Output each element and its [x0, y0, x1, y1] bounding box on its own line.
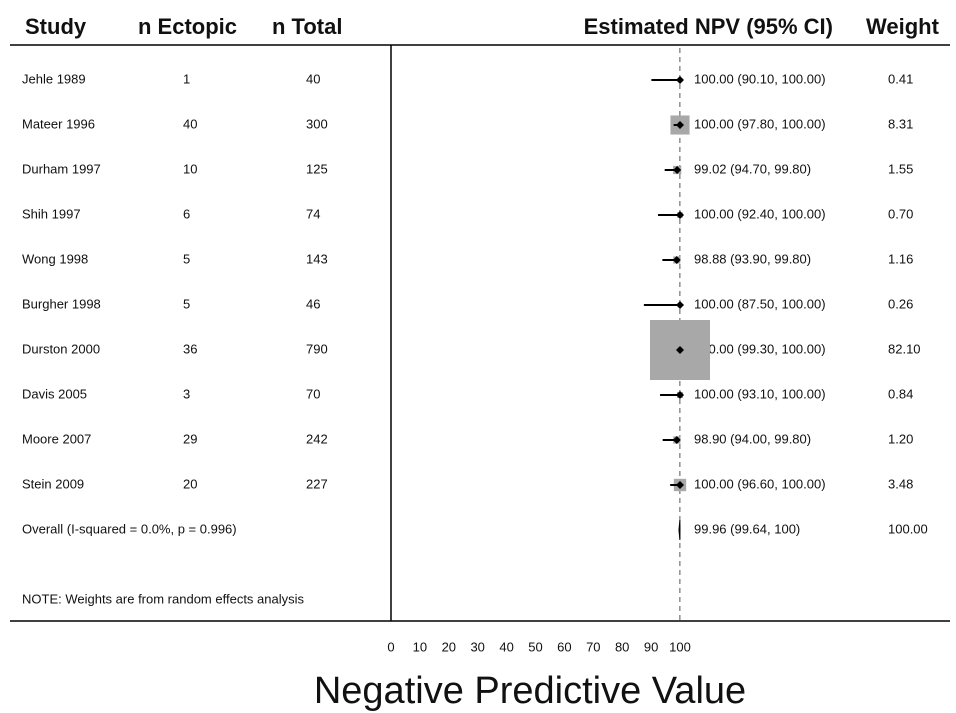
- n-ectopic: 40: [183, 116, 197, 131]
- x-tick-label: 40: [499, 639, 513, 654]
- point-estimate: [672, 256, 681, 264]
- weight-label: 1.20: [888, 431, 913, 446]
- n-total: 242: [306, 431, 328, 446]
- study-name: Moore 2007: [22, 431, 91, 446]
- weight-label: 8.31: [888, 116, 913, 131]
- n-total: 227: [306, 476, 328, 491]
- n-total: 40: [306, 71, 320, 86]
- weight-label: 1.55: [888, 161, 913, 176]
- x-axis-label: Negative Predictive Value: [314, 670, 746, 712]
- ci-label: 100.00 (87.50, 100.00): [694, 296, 826, 311]
- n-total: 125: [306, 161, 328, 176]
- column-header: n Total: [272, 14, 342, 39]
- note: NOTE: Weights are from random effects an…: [22, 591, 305, 606]
- study-name: Durston 2000: [22, 341, 100, 356]
- overall-diamond: [678, 519, 681, 541]
- n-ectopic: 10: [183, 161, 197, 176]
- n-ectopic: 36: [183, 341, 197, 356]
- n-ectopic: 5: [183, 296, 190, 311]
- point-estimate: [676, 346, 684, 354]
- study-name: Shih 1997: [22, 206, 81, 221]
- point-estimate: [676, 211, 684, 219]
- n-ectopic: 1: [183, 71, 190, 86]
- column-header: Estimated NPV (95% CI): [584, 14, 833, 39]
- n-total: 46: [306, 296, 320, 311]
- point-estimate: [676, 481, 684, 489]
- x-tick-label: 10: [413, 639, 427, 654]
- n-total: 300: [306, 116, 328, 131]
- n-total: 74: [306, 206, 320, 221]
- n-total: 143: [306, 251, 328, 266]
- study-name: Jehle 1989: [22, 71, 86, 86]
- point-estimate: [676, 301, 684, 309]
- study-name: Durham 1997: [22, 161, 101, 176]
- x-tick-label: 20: [442, 639, 456, 654]
- ci-label: 100.00 (92.40, 100.00): [694, 206, 826, 221]
- x-tick-label: 90: [644, 639, 658, 654]
- ci-label: 100.00 (93.10, 100.00): [694, 386, 826, 401]
- point-estimate: [676, 76, 684, 84]
- n-ectopic: 6: [183, 206, 190, 221]
- n-total: 790: [306, 341, 328, 356]
- weight-label: 0.84: [888, 386, 913, 401]
- ci-label: 100.00 (96.60, 100.00): [694, 476, 826, 491]
- point-estimate: [673, 166, 682, 174]
- n-ectopic: 20: [183, 476, 197, 491]
- column-header: Study: [25, 14, 87, 39]
- point-estimate: [672, 436, 681, 444]
- ci-label: 100.00 (99.30, 100.00): [694, 341, 826, 356]
- study-name: Burgher 1998: [22, 296, 101, 311]
- column-header: Weight: [866, 14, 940, 39]
- x-tick-label: 80: [615, 639, 629, 654]
- weight-label: 0.26: [888, 296, 913, 311]
- ci-label: 99.96 (99.64, 100): [694, 521, 800, 536]
- ci-label: 98.88 (93.90, 99.80): [694, 251, 811, 266]
- weight-label: 3.48: [888, 476, 913, 491]
- weight-label: 0.70: [888, 206, 913, 221]
- x-tick-label: 30: [470, 639, 484, 654]
- study-name: Stein 2009: [22, 476, 84, 491]
- ci-label: 99.02 (94.70, 99.80): [694, 161, 811, 176]
- x-tick-label: 70: [586, 639, 600, 654]
- column-header: n Ectopic: [138, 14, 237, 39]
- n-ectopic: 3: [183, 386, 190, 401]
- weight-label: 100.00: [888, 521, 928, 536]
- n-total: 70: [306, 386, 320, 401]
- x-tick-label: 0: [387, 639, 394, 654]
- weight-label: 1.16: [888, 251, 913, 266]
- study-name: Davis 2005: [22, 386, 87, 401]
- n-ectopic: 5: [183, 251, 190, 266]
- overall-label: Overall (I-squared = 0.0%, p = 0.996): [22, 521, 237, 536]
- ci-label: 98.90 (94.00, 99.80): [694, 431, 811, 446]
- study-name: Mateer 1996: [22, 116, 95, 131]
- x-tick-label: 100: [669, 639, 691, 654]
- x-tick-label: 50: [528, 639, 542, 654]
- n-ectopic: 29: [183, 431, 197, 446]
- ci-label: 100.00 (90.10, 100.00): [694, 71, 826, 86]
- ci-label: 100.00 (97.80, 100.00): [694, 116, 826, 131]
- x-tick-label: 60: [557, 639, 571, 654]
- weight-label: 0.41: [888, 71, 913, 86]
- study-name: Wong 1998: [22, 251, 88, 266]
- weight-label: 82.10: [888, 341, 921, 356]
- point-estimate: [676, 391, 684, 399]
- point-estimate: [676, 121, 684, 129]
